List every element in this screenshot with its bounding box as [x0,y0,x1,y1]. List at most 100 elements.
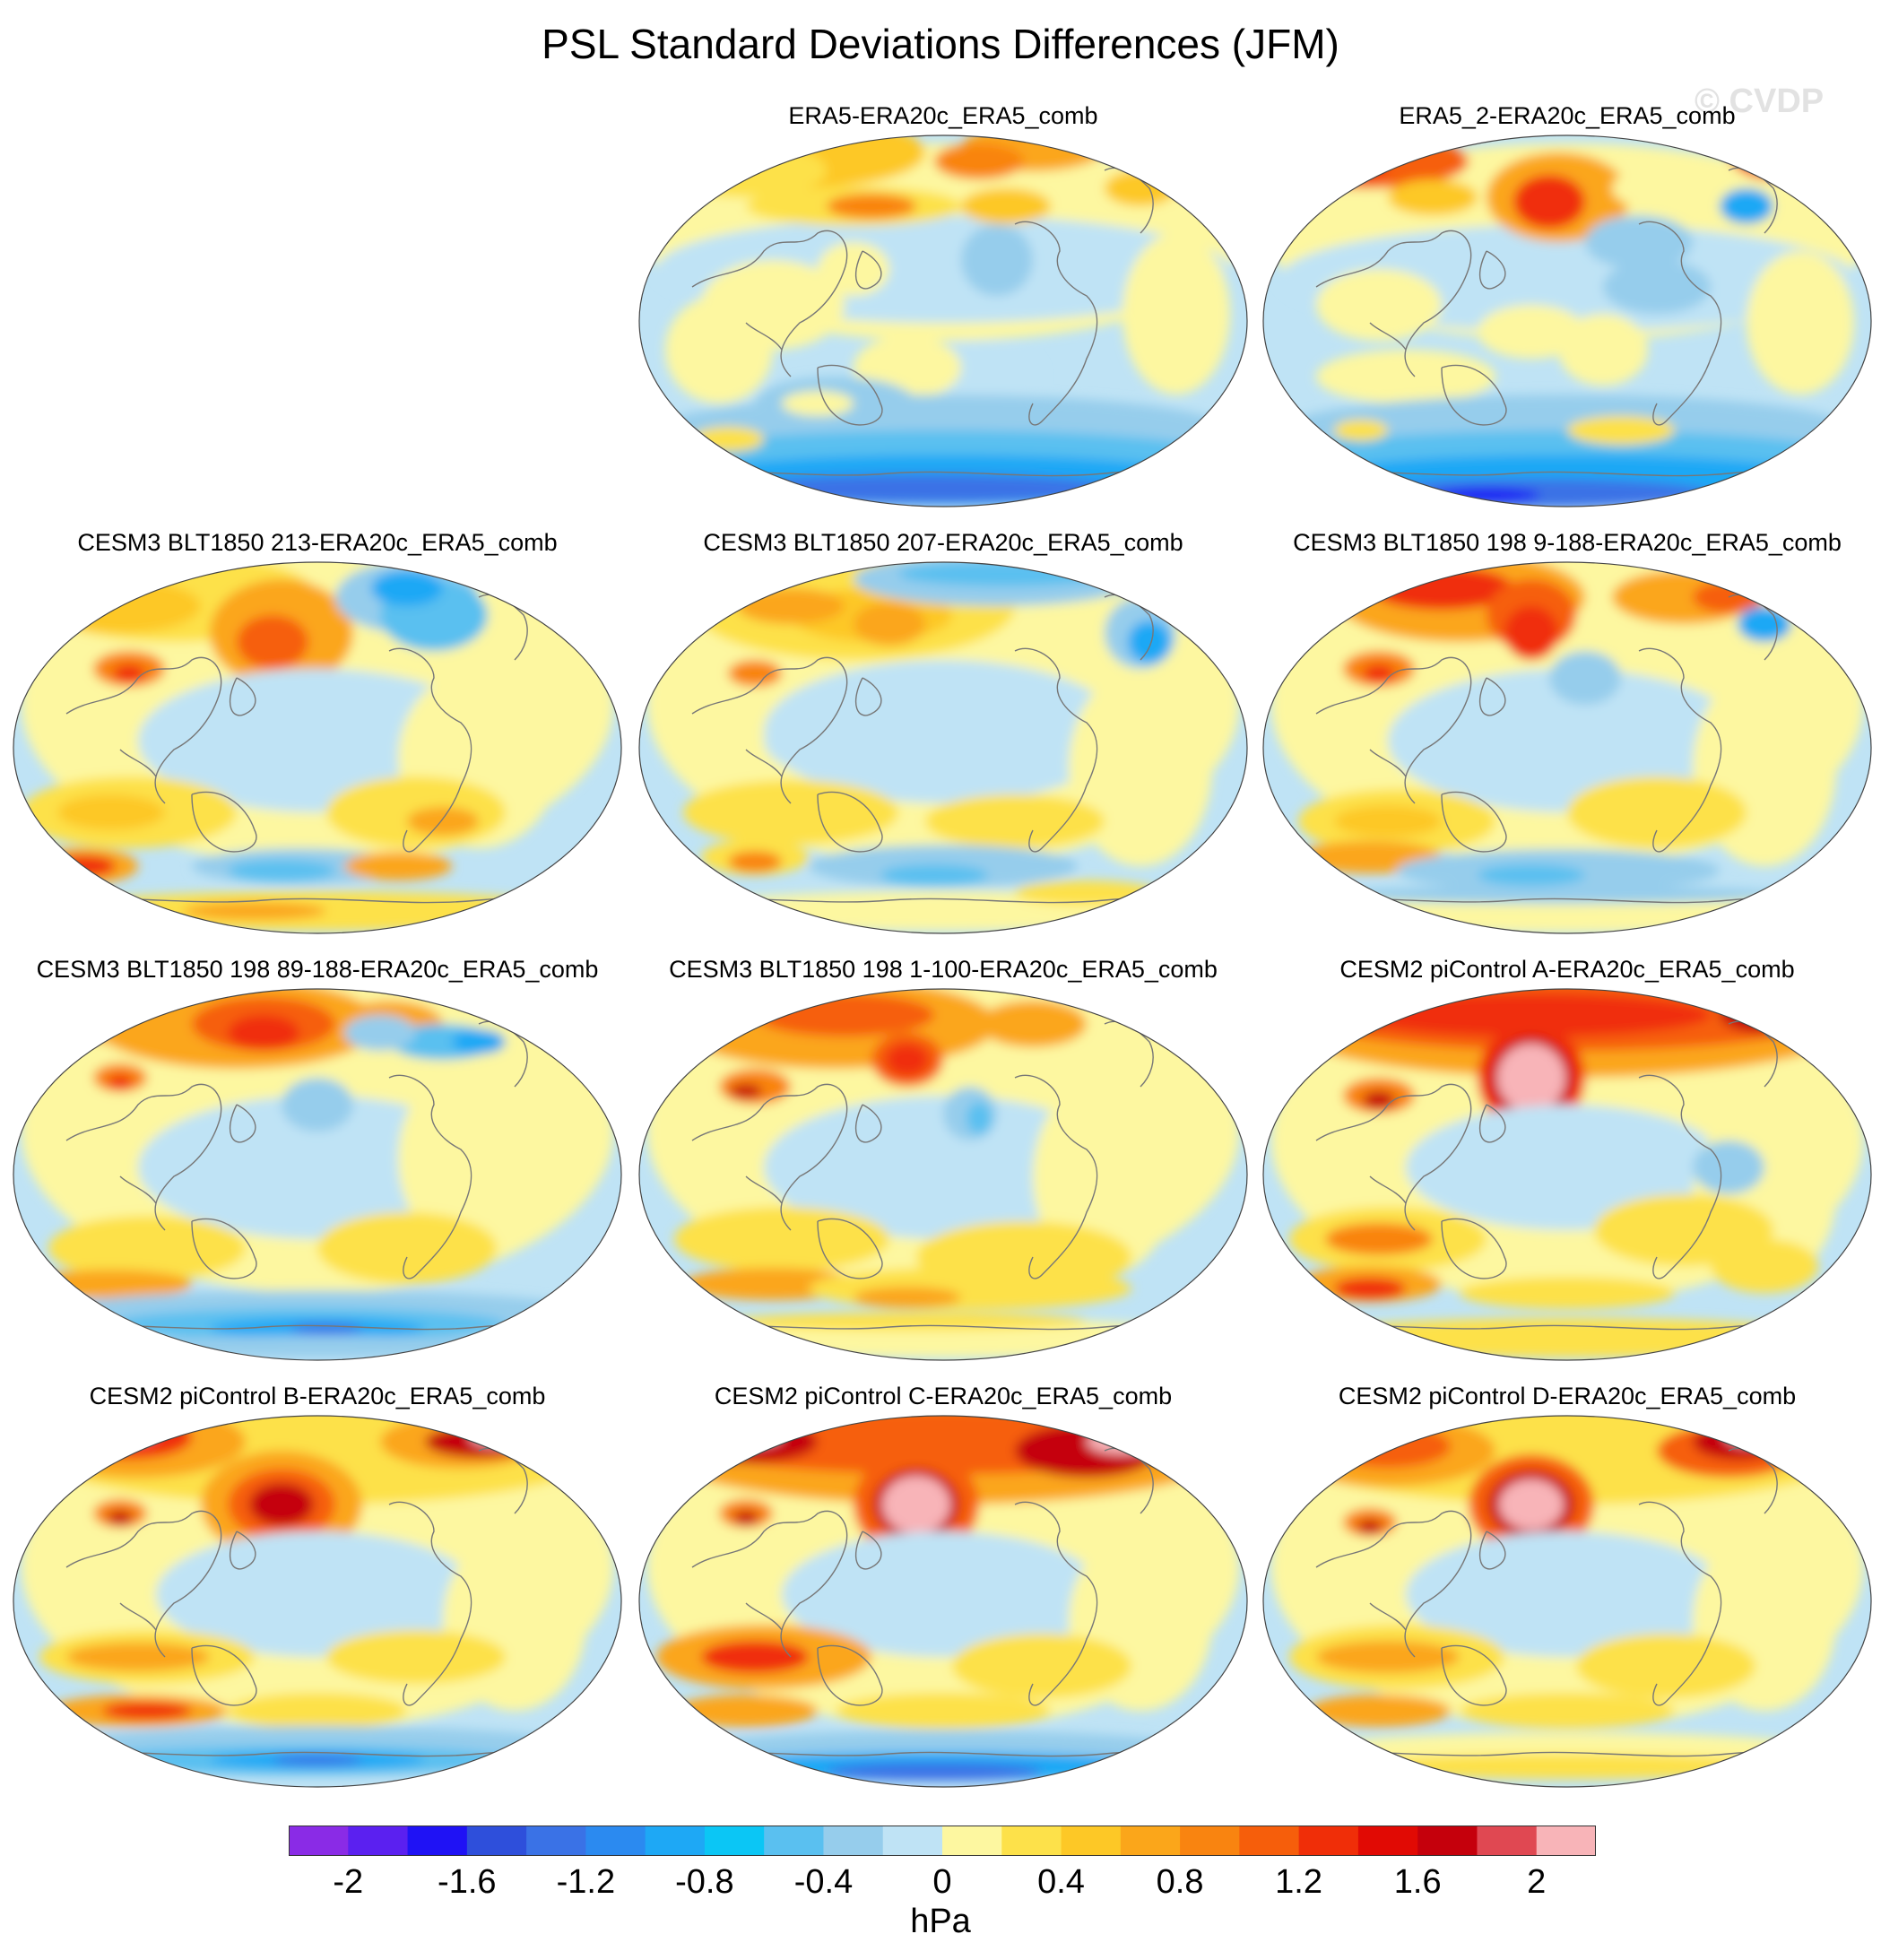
anomaly-contour [961,224,1033,296]
colorbar [289,1826,1596,1856]
map-field [638,988,1248,1361]
coastline [745,749,783,777]
anomaly-contour [1325,886,1791,904]
anomaly-contour [1325,1223,1433,1255]
coastline [854,1104,882,1143]
colorbar-tick-label: 1.6 [1393,1863,1442,1901]
coastline [229,1531,256,1570]
panel-title: ERA5-ERA20c_ERA5_comb [788,102,1098,129]
anomaly-contour [1567,416,1675,445]
anomaly-contour [1123,233,1230,395]
map-field [638,134,1248,507]
coastline [1478,1104,1506,1143]
anomaly-contour [952,1634,1131,1698]
coastline [691,1083,848,1231]
coastline [745,1602,783,1631]
anomaly-contour [1307,1695,1451,1727]
anomaly-contour [730,1084,762,1098]
anomaly-contour [326,1630,506,1684]
map-border [1262,1415,1872,1788]
anomaly-contour [764,1096,1123,1239]
colorbar-swatch [882,1826,943,1856]
anomaly-contour [1363,664,1395,682]
colorbar-tick-label: 2 [1527,1863,1547,1901]
anomaly-contour [683,780,898,845]
coastline [1369,749,1407,777]
colorbar-swatch [585,1826,646,1856]
anomaly-contour [237,615,308,669]
anomaly-contour [1334,1278,1406,1299]
colorbar-frame [289,1826,1596,1856]
map-border [638,134,1248,507]
anomaly-contour [398,1060,559,1257]
colorbar-swatch [289,1826,349,1856]
anomaly-contour [1105,170,1176,206]
anomaly-contour [1693,1140,1764,1194]
anomaly-contour [84,1422,156,1444]
coastline [817,1218,883,1279]
colorbar-tick-label: -0.4 [793,1863,854,1901]
coastline [691,1510,848,1658]
anomaly-contour [1755,135,1809,170]
anomaly-contour [1128,620,1171,663]
coastline [1315,230,1472,377]
panel-title: CESM3 BLT1850 198 1-100-ERA20c_ERA5_comb [669,956,1218,983]
anomaly-contour [102,1702,192,1720]
coastline [1638,221,1722,426]
anomaly-contour [1612,166,1720,211]
map-panel-picA: CESM2 piControl A-ERA20c_ERA5_comb [1262,956,1872,1365]
anomaly-contour [1549,651,1621,705]
anomaly-contour [66,1643,210,1671]
colorbar-swatch [823,1826,884,1856]
map-border [1262,561,1872,934]
anomaly-contour [1316,350,1495,403]
panel-title: CESM3 BLT1850 198 9-188-ERA20c_ERA5_comb [1293,529,1842,556]
map-field [1262,561,1872,934]
anomaly-contour [836,1693,1051,1729]
map-field [1262,988,1872,1361]
colorbar-swatch [1477,1826,1538,1856]
anomaly-contour [1720,188,1773,224]
anomaly-contour [934,143,1024,179]
anomaly-contour [108,1075,133,1089]
map-panel-blt207: CESM3 BLT1850 207-ERA20c_ERA5_comb [638,529,1248,938]
map-field [638,1415,1248,1788]
anomaly-contour [827,1763,1042,1781]
anomaly-contour [979,1001,1087,1047]
coastline [65,1510,222,1658]
panel-title: CESM2 piControl B-ERA20c_ERA5_comb [89,1383,546,1409]
anomaly-contour [728,474,1123,503]
coastline [229,1104,256,1143]
map-field [13,1415,622,1788]
panel-title: CESM3 BLT1850 207-ERA20c_ERA5_comb [703,529,1183,556]
coastline [119,1175,157,1204]
anomaly-contour [692,427,764,452]
anomaly-contour [886,1044,929,1076]
panel-title: CESM3 BLT1850 198 89-188-ERA20c_ERA5_com… [36,956,599,983]
anomaly-contour [782,1531,1105,1657]
figure-title: PSL Standard Deviations Differences (JFM… [542,21,1339,67]
colorbar-tick-label: -0.8 [675,1863,734,1901]
anomaly-contour [1316,269,1442,341]
anomaly-contour [1478,305,1585,359]
anomaly-contour [809,1267,1131,1310]
anomaly-contour [1325,1425,1451,1468]
anomaly-contour [1576,1634,1755,1698]
anomaly-contour [1504,606,1558,660]
map-panel-picD: CESM2 piControl D-ERA20c_ERA5_comb [1262,1383,1872,1791]
anomaly-contour [1406,1531,1729,1657]
anomaly-contour [282,1078,353,1132]
colorbar-swatch [1061,1826,1122,1856]
map-field [1262,1415,1872,1788]
coastline [1369,322,1407,351]
panel-title: CESM2 piControl A-ERA20c_ERA5_comb [1339,956,1795,983]
coastline [1638,647,1722,853]
anomaly-contour [854,603,925,646]
anomaly-contour [66,1416,192,1459]
coastline [691,656,848,804]
anomaly-contour [782,391,854,416]
coastline [119,749,157,777]
map-field [1262,134,1872,507]
colorbar-tick-label: 0 [932,1863,952,1901]
anomaly-contour [1298,1318,1836,1357]
